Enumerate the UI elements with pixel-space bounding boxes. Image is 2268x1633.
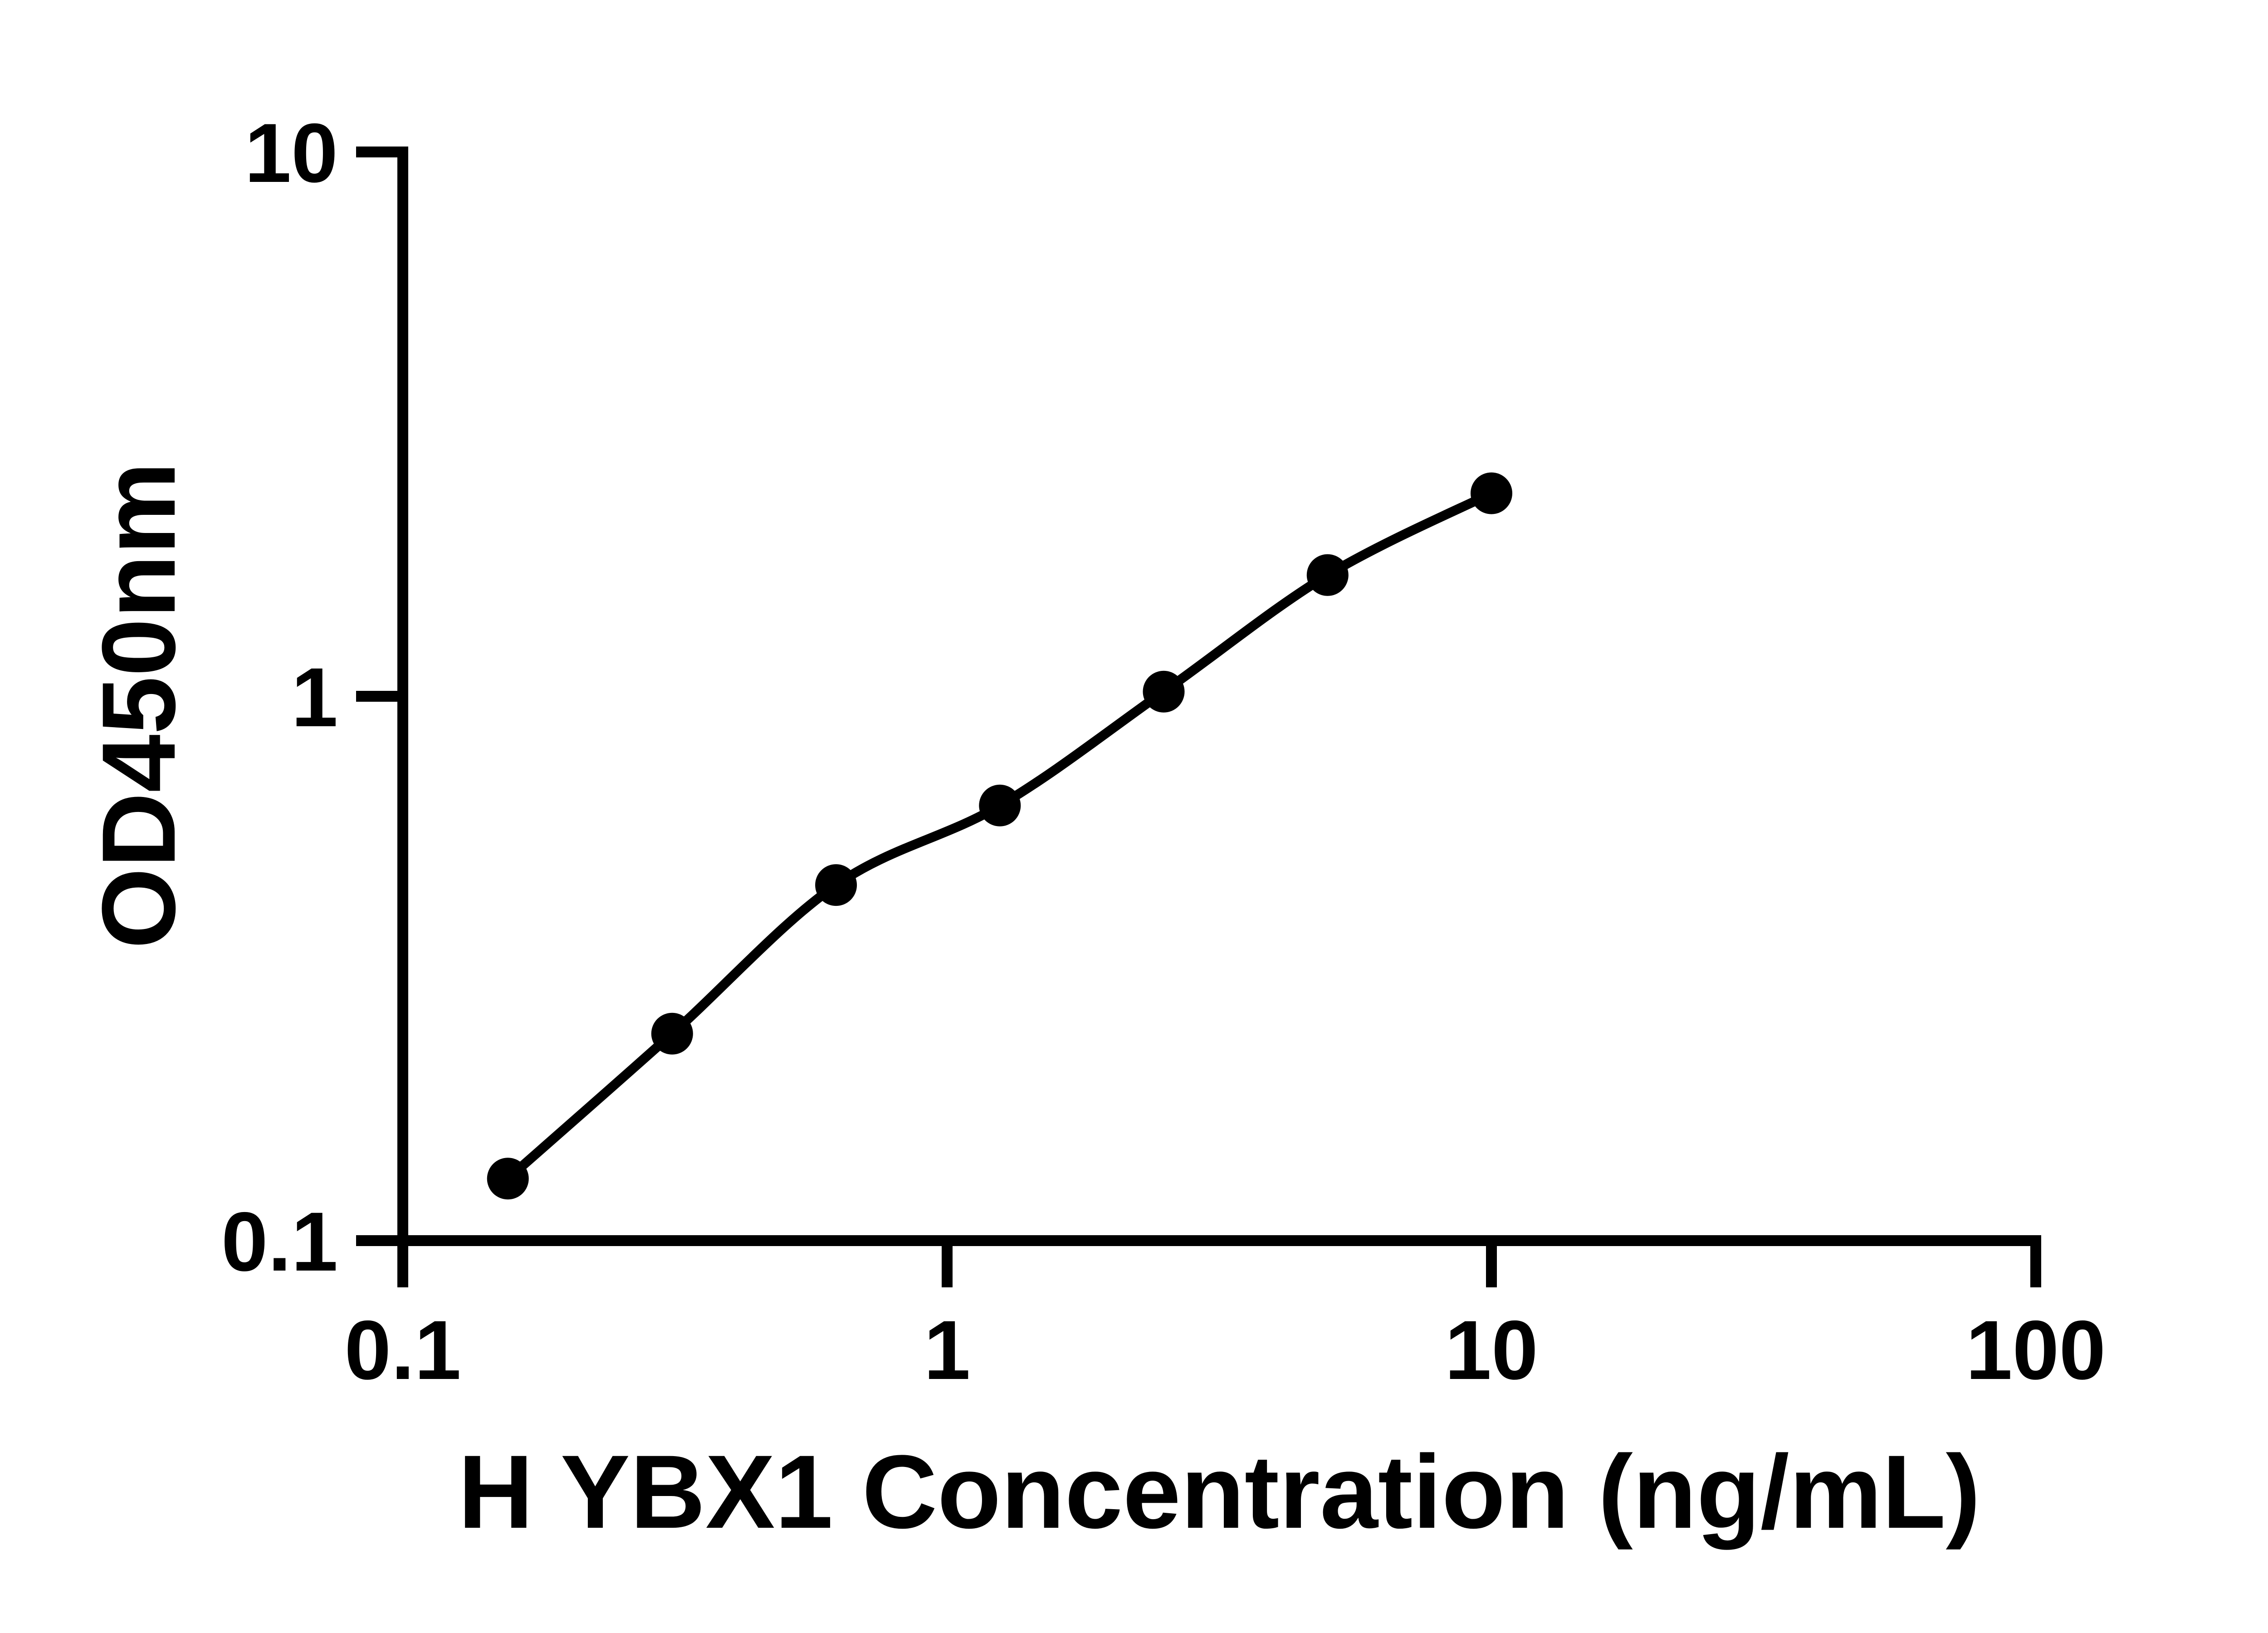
x-axis-title: H YBX1 Concentration (ng/mL) [458, 1433, 1980, 1550]
fit-curve [504, 489, 1494, 1183]
data-point-5 [1306, 554, 1349, 596]
y-axis-title: OD450nm [80, 462, 197, 949]
data-point-3 [979, 784, 1021, 826]
x-tick-label: 1 [924, 1304, 971, 1397]
data-point-6 [1471, 472, 1512, 514]
y-tick-label: 10 [244, 107, 338, 200]
x-tick-label: 100 [1966, 1304, 2106, 1397]
y-tick-label: 0.1 [221, 1195, 338, 1289]
data-point-2 [815, 864, 857, 906]
x-tick-label: 10 [1445, 1304, 1538, 1397]
data-point-0 [487, 1158, 529, 1200]
data-point-1 [651, 1012, 693, 1055]
x-tick-label: 0.1 [344, 1304, 461, 1397]
y-tick-label: 1 [291, 651, 338, 744]
data-point-4 [1143, 670, 1185, 713]
